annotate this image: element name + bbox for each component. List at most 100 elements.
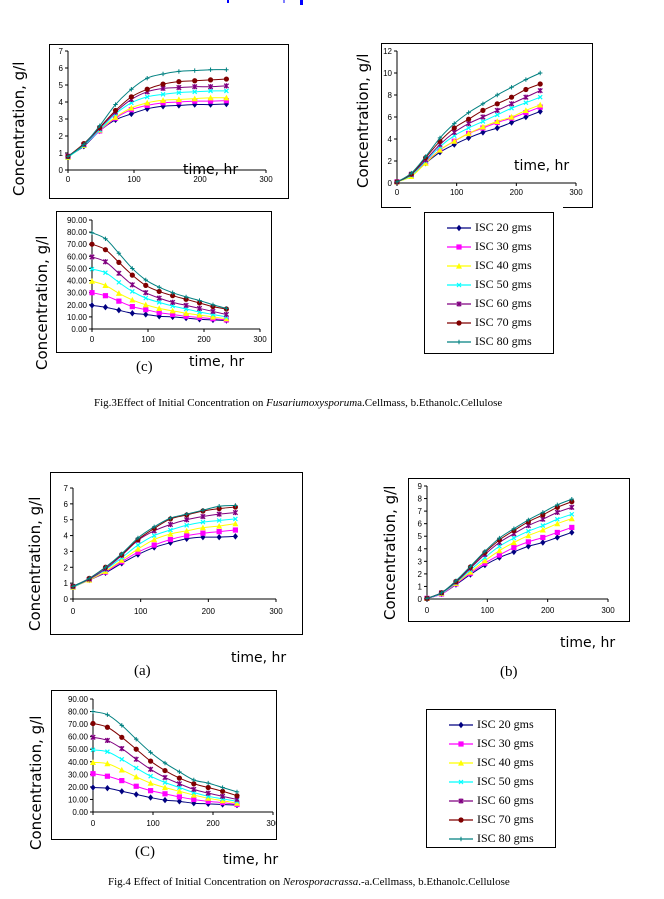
data-point xyxy=(89,254,95,260)
data-point xyxy=(177,769,182,775)
data-point xyxy=(234,793,240,799)
data-point xyxy=(210,302,216,307)
data-point xyxy=(216,518,222,523)
data-point xyxy=(90,747,96,753)
data-point xyxy=(147,766,154,772)
data-point xyxy=(90,709,96,714)
x-axis-label: time, hr xyxy=(223,852,279,868)
x-axis-label: time, hr xyxy=(560,635,616,651)
series-isc-20-gms xyxy=(65,100,229,160)
chart-fig3a-frame xyxy=(49,44,289,199)
data-point xyxy=(119,788,125,795)
legend-label: ISC 40 gms xyxy=(475,258,532,272)
data-point xyxy=(130,266,135,271)
data-point xyxy=(167,521,174,528)
subfigure-label-a: (a) xyxy=(134,663,151,679)
star-marker-icon xyxy=(447,300,471,307)
y-tick-label: 80.00 xyxy=(67,228,88,237)
data-point xyxy=(184,532,190,539)
data-point xyxy=(65,154,71,159)
data-point xyxy=(508,101,515,107)
y-tick-label: 0.00 xyxy=(72,808,88,817)
data-point xyxy=(205,795,212,801)
y-tick-label: 7 xyxy=(59,47,64,56)
x-tick-label: 100 xyxy=(450,188,464,197)
frame-bottom-left xyxy=(381,207,411,208)
legend-label: ISC 50 gms xyxy=(477,774,534,788)
data-point xyxy=(538,70,543,76)
y-tick-label: 90.00 xyxy=(68,695,89,704)
legend-fig3: ISC 20 gms ISC 30 gms ISC 40 gms ISC 50 gms… xyxy=(424,212,554,354)
data-point xyxy=(133,773,140,780)
data-point xyxy=(129,272,135,278)
legend-marker xyxy=(456,262,462,269)
series-isc-40-gms xyxy=(89,278,230,322)
data-point xyxy=(554,529,560,536)
y-tick-label: 30.00 xyxy=(67,289,88,298)
legend-item: ISC 80 gms xyxy=(449,829,534,848)
y-tick-label: 6 xyxy=(418,520,423,529)
series-isc-30-gms xyxy=(65,98,229,159)
x-tick-label: 0 xyxy=(66,175,71,184)
data-point xyxy=(479,123,486,130)
data-point xyxy=(206,780,211,786)
data-point xyxy=(102,293,109,299)
data-point xyxy=(422,160,429,166)
data-point xyxy=(200,508,206,513)
data-point xyxy=(116,251,122,256)
chart-fig4a-frame xyxy=(50,472,303,635)
data-point xyxy=(219,797,226,804)
data-point xyxy=(119,734,125,740)
data-point xyxy=(128,104,135,111)
legend-marker xyxy=(456,224,462,231)
series-isc-70-gms xyxy=(90,720,240,799)
y-axis-label: Concentration, g/l xyxy=(381,485,399,620)
data-point xyxy=(89,290,95,296)
data-point xyxy=(423,154,428,159)
data-point xyxy=(143,277,148,283)
data-point xyxy=(220,788,226,794)
y-tick-label: 3 xyxy=(64,547,69,556)
data-point xyxy=(511,535,517,541)
x-tick-label: 200 xyxy=(202,607,216,616)
data-point xyxy=(554,516,560,522)
legend-marker xyxy=(458,816,464,823)
data-point xyxy=(191,777,196,783)
data-point xyxy=(183,302,189,309)
data-point xyxy=(197,298,202,303)
data-point xyxy=(537,108,543,115)
data-point xyxy=(148,794,154,801)
data-point xyxy=(525,532,532,539)
data-point xyxy=(569,529,575,536)
y-tick-label: 9 xyxy=(418,482,423,491)
y-tick-label: 80.00 xyxy=(68,708,89,717)
data-point xyxy=(90,734,96,740)
data-point xyxy=(104,724,110,730)
data-point xyxy=(156,288,162,295)
y-tick-label: 50.00 xyxy=(67,264,88,273)
data-point xyxy=(176,90,182,96)
y-tick-label: 4 xyxy=(418,545,423,554)
x-tick-label: 0 xyxy=(90,335,95,344)
data-point xyxy=(118,766,125,773)
data-point xyxy=(170,311,176,318)
data-point xyxy=(467,568,474,575)
data-point xyxy=(169,299,176,306)
square-marker-icon xyxy=(447,243,471,250)
series-isc-80-gms xyxy=(90,709,240,795)
legend-items: ISC 20 gms ISC 30 gms ISC 40 gms ISC 50 gms… xyxy=(425,213,553,353)
data-point xyxy=(207,98,214,104)
data-point xyxy=(105,712,110,717)
y-tick-label: 4 xyxy=(388,135,393,144)
data-point xyxy=(142,301,149,308)
series-isc-80-gms xyxy=(65,67,229,159)
data-point xyxy=(116,279,122,285)
legend-label: ISC 50 gms xyxy=(475,277,532,291)
data-point xyxy=(223,311,230,318)
data-point xyxy=(554,504,560,510)
data-point xyxy=(496,552,502,558)
data-point xyxy=(112,114,119,120)
data-point xyxy=(452,121,457,126)
triangle-marker-icon xyxy=(449,759,473,766)
legend-item: ISC 70 gms xyxy=(447,313,532,332)
